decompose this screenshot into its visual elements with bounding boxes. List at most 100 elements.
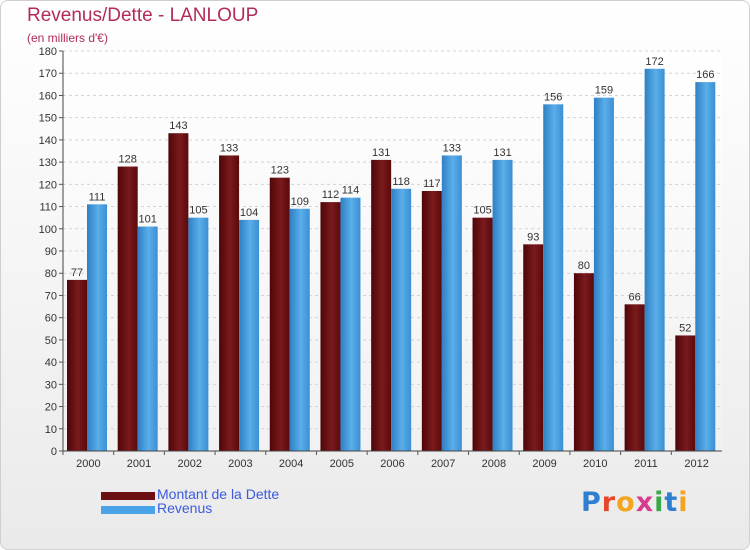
legend-swatch-dette [101, 492, 155, 500]
x-tick-label: 2009 [532, 458, 556, 470]
logo-letter: t [664, 487, 679, 518]
data-label-dette: 105 [473, 205, 491, 217]
data-label-revenus: 111 [89, 191, 106, 203]
bars [67, 68, 716, 452]
bar-dette [472, 217, 493, 451]
data-label-dette: 143 [169, 120, 187, 132]
bar-dette [624, 304, 645, 451]
bar-dette [675, 335, 696, 451]
x-tick-label: 2006 [380, 458, 404, 470]
bar-revenus [289, 208, 310, 451]
y-tick-label: 50 [45, 335, 57, 347]
y-tick-label: 110 [39, 202, 57, 214]
x-tick-label: 2003 [228, 458, 252, 470]
bar-dette [117, 166, 138, 452]
data-label-revenus: 172 [645, 56, 663, 68]
data-label-revenus: 105 [189, 205, 207, 217]
y-tick-label: 140 [39, 135, 57, 147]
bar-dette [219, 155, 240, 451]
y-tick-label: 100 [39, 224, 57, 236]
bar-revenus [543, 104, 564, 451]
x-tick-label: 2011 [634, 458, 658, 470]
y-tick-label: 90 [45, 246, 57, 258]
logo-letter: i [654, 487, 665, 518]
bar-dette [371, 159, 392, 451]
data-label-dette: 66 [628, 291, 640, 303]
data-label-revenus: 159 [595, 85, 613, 97]
y-tick-label: 160 [39, 90, 57, 102]
x-tick-label: 2000 [76, 458, 100, 470]
x-tick-label: 2007 [431, 458, 455, 470]
y-tick-label: 0 [51, 446, 57, 458]
data-label-revenus: 101 [139, 214, 157, 226]
data-label-dette: 117 [423, 178, 441, 190]
y-tick-label: 20 [45, 402, 57, 414]
bar-dette [421, 191, 442, 451]
x-tick-label: 2005 [330, 458, 354, 470]
bar-revenus [695, 82, 716, 451]
data-label-dette: 52 [679, 322, 691, 334]
data-label-dette: 131 [372, 147, 390, 159]
logo-letter: P [581, 487, 602, 518]
bar-dette [573, 273, 594, 451]
bar-dette [320, 202, 341, 451]
bar-dette [67, 279, 87, 451]
y-tick-label: 10 [45, 424, 57, 436]
x-tick-label: 2002 [177, 458, 201, 470]
bar-dette [269, 177, 290, 451]
bar-dette [523, 244, 544, 451]
proxiti-logo: Proxiti [581, 487, 689, 518]
chart-title: Revenus/Dette - LANLOUP [27, 5, 259, 26]
data-label-revenus: 131 [493, 147, 511, 159]
logo-letter: o [616, 487, 636, 518]
y-tick-label: 150 [39, 113, 57, 125]
y-tick-label: 80 [45, 268, 57, 280]
logo-letter: i [678, 487, 689, 518]
data-label-dette: 133 [220, 142, 238, 154]
bar-revenus [340, 197, 361, 451]
data-label-revenus: 166 [696, 69, 714, 81]
y-tick-label: 170 [39, 68, 57, 80]
bar-revenus [188, 217, 209, 451]
bar-revenus [87, 204, 107, 451]
x-tick-label: 2012 [684, 458, 708, 470]
data-label-revenus: 118 [392, 176, 410, 188]
y-tick-label: 70 [45, 290, 57, 302]
data-label-revenus: 104 [240, 207, 258, 219]
data-label-revenus: 156 [544, 91, 562, 103]
legend-label-revenus: Revenus [157, 500, 213, 516]
logo-letter: r [601, 487, 617, 518]
y-tick-labels: 0 10 20 30 40 50 60 70 80 90 100 110 120 130 140 150 160… [39, 46, 63, 458]
data-label-dette: 128 [119, 154, 137, 166]
y-tick-label: 30 [45, 379, 57, 391]
x-tick-label: 2008 [482, 458, 506, 470]
y-tick-label: 40 [45, 357, 57, 369]
y-tick-label: 130 [39, 157, 57, 169]
y-tick-label: 60 [45, 313, 57, 325]
x-tick-label: 2001 [127, 458, 151, 470]
data-label-dette: 80 [578, 260, 590, 272]
data-label-dette: 123 [271, 165, 289, 177]
data-label-revenus: 114 [342, 185, 360, 197]
bar-revenus [441, 155, 462, 451]
y-tick-label: 120 [39, 179, 57, 191]
chart-subtitle: (en milliers d'€) [27, 31, 108, 45]
data-label-dette: 112 [322, 189, 340, 201]
data-labels: 77 111 128 101 143 105 133 104 123 109 112 114 131 11… [71, 56, 715, 335]
x-tick-label: 2010 [583, 458, 607, 470]
data-label-dette: 93 [527, 231, 539, 243]
data-label-revenus: 109 [291, 196, 309, 208]
legend-swatch-revenus [101, 506, 155, 514]
x-tick-label: 2004 [279, 458, 303, 470]
y-tick-label: 180 [39, 46, 57, 58]
bar-revenus [391, 188, 412, 451]
logo-letter: x [635, 487, 655, 518]
bar-revenus [137, 226, 158, 451]
bar-revenus [644, 68, 665, 452]
legend-label-dette: Montant de la Dette [157, 486, 280, 502]
bar-revenus [239, 219, 260, 451]
x-tick-labels: 2000 2001 2002 2003 2004 2005 2006 2007 2008 2009… [62, 451, 709, 470]
bar-revenus [593, 97, 614, 452]
